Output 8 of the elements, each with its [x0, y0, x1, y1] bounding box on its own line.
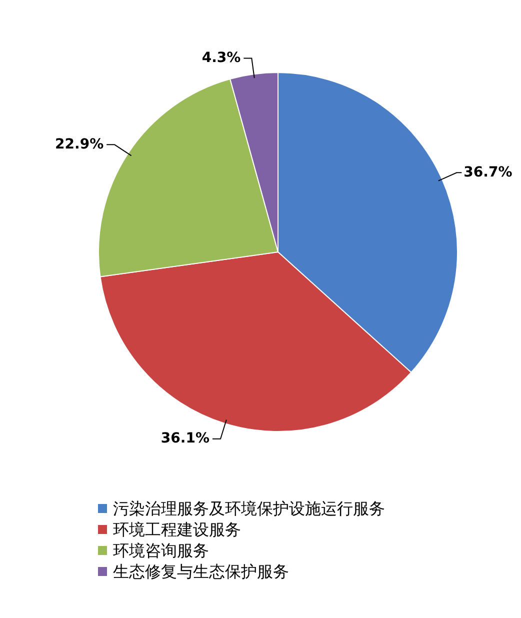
- data-label: 36.1%: [160, 430, 210, 446]
- legend-label: 环境工程建设服务: [113, 519, 241, 540]
- data-label: 22.9%: [55, 136, 104, 152]
- data-label: 4.3%: [202, 50, 241, 66]
- data-label: 36.7%: [464, 164, 512, 180]
- legend-label: 生态修复与生态保护服务: [113, 561, 289, 582]
- legend-label: 污染治理服务及环境保护设施运行服务: [113, 498, 385, 519]
- legend-label: 环境咨询服务: [113, 540, 209, 561]
